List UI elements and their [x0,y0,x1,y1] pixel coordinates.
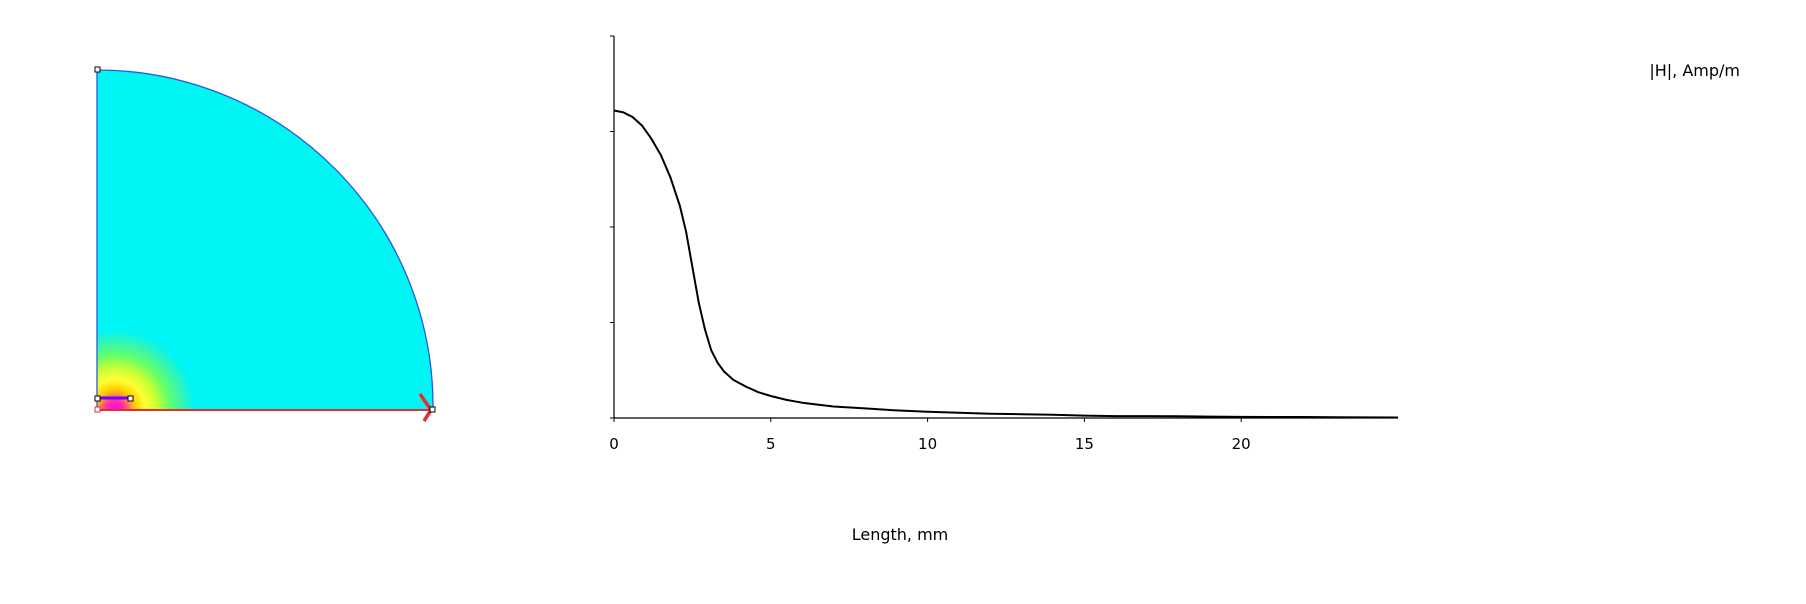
line-plot-view: 051015200100200300400 Length, mm |H|, Am… [567,0,1806,600]
chart-axes [613,36,1398,419]
x-tick-label: 10 [918,435,937,453]
y-axis-label: |H|, Amp/m [1649,61,1740,80]
node-marker[interactable] [127,395,134,402]
node-marker[interactable] [94,66,101,73]
x-tick-label: 15 [1075,435,1094,453]
field-magnitude-chart: 051015200100200300400 Length, mm |H|, Am… [567,27,1740,544]
node-marker[interactable] [94,406,101,413]
field-contour-plot [94,66,436,422]
x-tick-label: 0 [609,435,619,453]
field-hotspot [97,330,195,410]
x-tick-label: 20 [1232,435,1251,453]
chart-series [613,109,1399,419]
node-marker[interactable] [429,406,436,413]
node-marker[interactable] [94,395,101,402]
field-domain-outline [96,69,434,411]
field-contour-view [0,0,600,600]
x-tick-label: 5 [766,435,776,453]
series-line-1 [613,109,1399,419]
x-axis-label: Length, mm [852,525,949,544]
chart-ticks: 051015200100200300400 [567,27,1251,453]
